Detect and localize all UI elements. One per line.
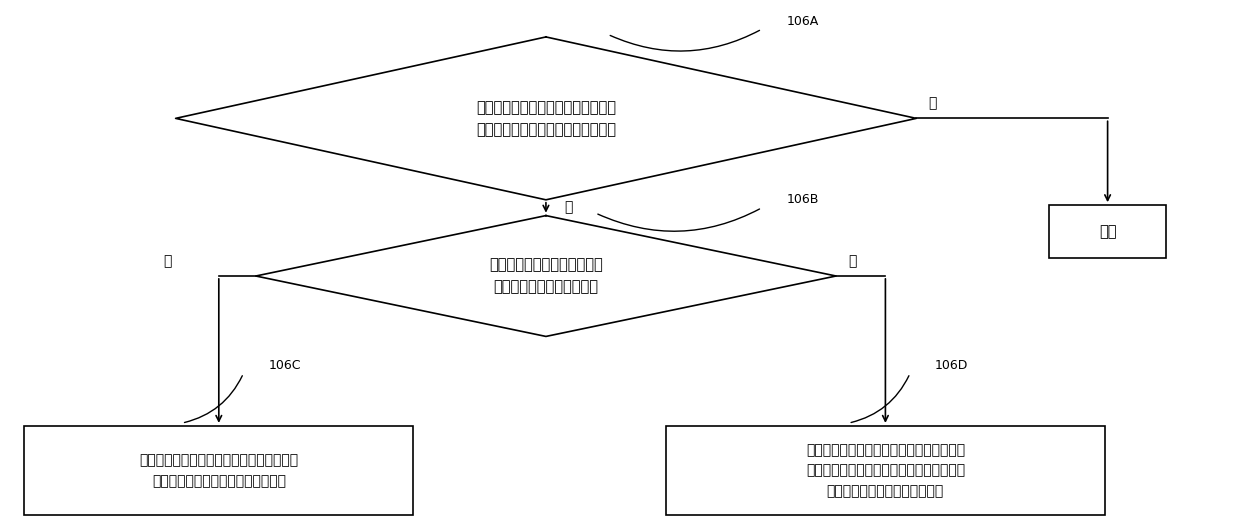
Text: 获取平均响应时长大于第一预设时长
且小于第二预设时长的目标业务接口: 获取平均响应时长大于第一预设时长 且小于第二预设时长的目标业务接口 (476, 100, 616, 137)
Text: 判断目标业务接口对应的平均
调用频率是否大于预设频率: 判断目标业务接口对应的平均 调用频率是否大于预设频率 (489, 258, 603, 295)
Text: 是: 是 (564, 201, 573, 215)
FancyBboxPatch shape (1049, 205, 1167, 258)
Text: 是: 是 (164, 254, 171, 268)
Text: 否: 否 (848, 254, 857, 268)
Text: 106A: 106A (786, 15, 818, 28)
Text: 按照预设的第一调整幅度增加业务标识对应
的当前缓存时长，得到目标缓存时长: 按照预设的第一调整幅度增加业务标识对应 的当前缓存时长，得到目标缓存时长 (139, 453, 299, 487)
Text: 结束: 结束 (1099, 224, 1116, 239)
Text: 106B: 106B (786, 193, 820, 207)
Text: 106C: 106C (268, 359, 300, 372)
Text: 按照预设的第二调整幅度增加业务标识对应
的当前缓存时长，得到目标缓存时长，其中
第一调整幅度大于第二调整幅度: 按照预设的第二调整幅度增加业务标识对应 的当前缓存时长，得到目标缓存时长，其中 … (806, 443, 965, 498)
FancyBboxPatch shape (25, 426, 413, 515)
FancyBboxPatch shape (666, 426, 1105, 515)
Text: 106D: 106D (935, 359, 968, 372)
Text: 否: 否 (929, 97, 937, 110)
